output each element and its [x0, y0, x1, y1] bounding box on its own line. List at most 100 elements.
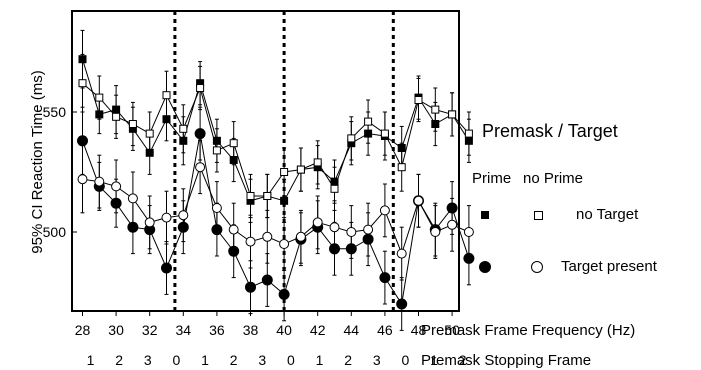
- y-tick-label: 500: [43, 224, 67, 240]
- stopping-frame-label: 0: [287, 352, 295, 368]
- x-tick-label: 36: [209, 322, 225, 338]
- x-tick-label: 50: [444, 322, 460, 338]
- stopping-frame-label: 1: [316, 352, 324, 368]
- data-point-filled-circle: [278, 288, 290, 300]
- x-tick-label: 28: [75, 322, 91, 338]
- x-tick-label: 48: [411, 322, 427, 338]
- data-point-open-square: [313, 158, 322, 167]
- data-point-open-square: [330, 184, 339, 193]
- data-point-open-circle: [396, 248, 407, 259]
- data-point-open-circle: [195, 162, 206, 173]
- data-point-open-circle: [363, 224, 374, 235]
- data-point-open-square: [229, 139, 238, 148]
- data-point-open-circle: [245, 236, 256, 247]
- data-point-open-circle: [94, 176, 105, 187]
- x-tick-label: 32: [142, 322, 158, 338]
- x-tick-label: 38: [243, 322, 259, 338]
- legend-row-no-target: no Target: [576, 206, 639, 223]
- stopping-frame-label: 2: [230, 352, 238, 368]
- data-point-open-square: [128, 120, 137, 128]
- data-point-open-square: [280, 168, 289, 176]
- data-point-open-circle: [161, 212, 172, 223]
- series-filled-circle: [77, 106, 475, 331]
- data-point-open-square: [112, 112, 121, 121]
- series-open-circle: [77, 140, 474, 281]
- data-point-open-square: [162, 91, 171, 100]
- data-point-open-circle: [178, 210, 189, 221]
- data-point-open-square: [448, 110, 457, 119]
- legend-row-target-present: Target present: [561, 258, 657, 275]
- data-point-open-square: [414, 96, 423, 104]
- data-point-open-circle: [127, 193, 138, 204]
- data-point-filled-circle: [161, 262, 172, 274]
- data-point-filled-circle: [245, 281, 256, 293]
- data-point-open-square: [296, 165, 305, 174]
- stopping-frame-label: 2: [115, 352, 123, 368]
- stopping-frame-label: 0: [172, 352, 180, 368]
- data-point-open-circle: [144, 217, 155, 228]
- data-point-filled-circle: [194, 128, 206, 140]
- y-tick-label: 550: [43, 104, 67, 120]
- data-point-open-square: [397, 163, 406, 172]
- data-point-open-square: [246, 192, 255, 200]
- legend-column-no-prime: no Prime: [523, 170, 584, 187]
- data-point-filled-circle: [127, 221, 139, 233]
- data-point-filled-circle: [396, 298, 408, 310]
- data-point-open-square: [95, 93, 104, 102]
- data-point-open-square: [212, 146, 221, 155]
- x-tick-label: 42: [310, 322, 326, 338]
- x-axis-title-secondary: Premask Stopping Frame: [421, 352, 591, 369]
- data-point-filled-square: [280, 196, 289, 205]
- data-point-open-circle: [312, 217, 323, 228]
- stopping-frame-label: 1: [430, 352, 438, 368]
- data-point-open-square: [145, 129, 154, 138]
- legend-filled-circle-marker: [479, 261, 491, 273]
- data-point-open-square: [364, 117, 373, 126]
- stopping-frame-label: 3: [258, 352, 266, 368]
- stopping-frame-label: 1: [201, 352, 209, 368]
- data-point-filled-circle: [77, 135, 88, 147]
- data-point-open-square: [196, 84, 205, 92]
- data-point-open-circle: [295, 231, 306, 242]
- legend-open-circle-marker: [531, 261, 543, 273]
- x-tick-label: 34: [176, 322, 192, 338]
- data-point-open-circle: [463, 227, 474, 237]
- stopping-frame-label: 1: [87, 352, 95, 368]
- data-point-open-circle: [279, 239, 290, 249]
- stopping-frame-label: 3: [144, 352, 152, 368]
- stopping-frame-label: 0: [401, 352, 409, 368]
- x-tick-label: 40: [276, 322, 292, 338]
- stopping-frame-label: 2: [459, 352, 467, 368]
- x-tick-label: 46: [377, 322, 393, 338]
- legend-column-prime: Prime: [472, 170, 512, 187]
- data-point-open-circle: [228, 224, 239, 235]
- x-axis-title: Premask Frame Frequency (Hz): [421, 322, 635, 339]
- data-point-open-circle: [346, 227, 357, 237]
- x-tick-label: 44: [344, 322, 360, 338]
- legend-title: Premask / Target: [482, 121, 618, 141]
- data-point-filled-circle: [261, 274, 273, 286]
- data-point-open-circle: [211, 203, 222, 213]
- data-point-open-circle: [329, 222, 340, 233]
- data-point-open-circle: [111, 181, 122, 192]
- data-point-open-square: [431, 105, 440, 114]
- data-point-open-circle: [379, 205, 390, 216]
- data-point-filled-circle: [379, 272, 391, 284]
- stopping-frame-label: 3: [373, 352, 381, 368]
- data-point-open-square: [464, 129, 473, 138]
- plot-frame: [71, 10, 460, 312]
- stopping-frame-label: 2: [344, 352, 352, 368]
- legend-filled-square-marker: [481, 211, 489, 219]
- data-point-open-circle: [262, 231, 273, 242]
- data-point-open-square: [347, 134, 356, 143]
- series-group: [77, 29, 475, 331]
- legend-open-square-marker: [534, 211, 543, 220]
- data-point-open-circle: [447, 219, 458, 230]
- data-point-open-square: [380, 129, 389, 138]
- y-axis-title: 95% CI Reaction Time (ms): [29, 70, 46, 253]
- data-point-open-circle: [77, 174, 88, 185]
- series-line: [82, 133, 470, 306]
- data-point-open-square: [263, 192, 272, 200]
